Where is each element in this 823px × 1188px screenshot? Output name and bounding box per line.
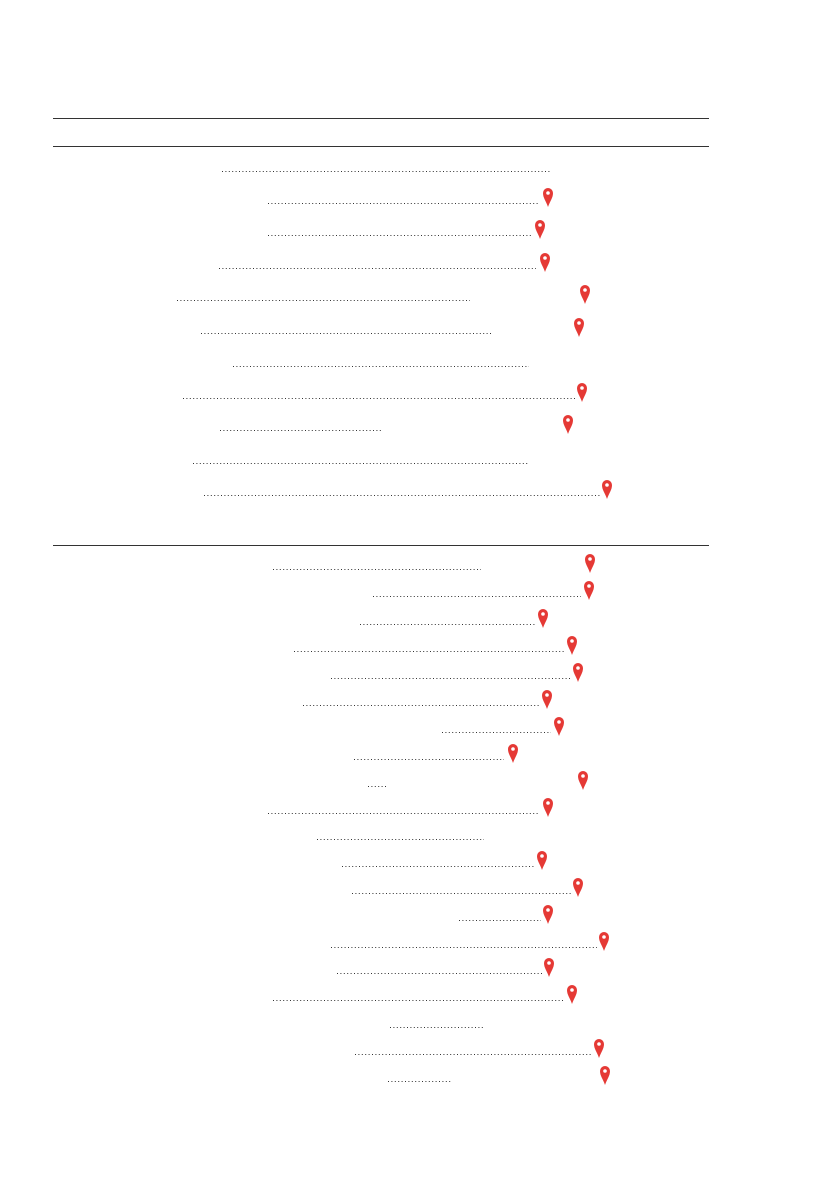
- map-pin: [567, 636, 577, 655]
- map-pin: [574, 318, 584, 337]
- map-pin-dot: [546, 191, 550, 195]
- map-pin-dot: [583, 288, 587, 292]
- map-pin-dot: [602, 935, 606, 939]
- map-pin-dot: [541, 612, 545, 616]
- map-pin-dot: [576, 666, 580, 670]
- map-pin: [584, 581, 594, 600]
- map-pin: [580, 285, 590, 304]
- map-pin-dot: [547, 961, 551, 965]
- map-pin: [538, 609, 548, 628]
- map-pin-dot: [580, 386, 584, 390]
- map-pin-dot: [587, 584, 591, 588]
- map-pin: [554, 717, 564, 736]
- map-pin-dot: [570, 988, 574, 992]
- map-pin: [543, 188, 553, 207]
- map-pin: [594, 1039, 604, 1058]
- map-pin: [573, 878, 583, 897]
- map-pin-dot: [603, 1069, 607, 1073]
- map-pin-dot: [570, 639, 574, 643]
- map-pin-dot: [581, 774, 585, 778]
- map-pin-dot: [538, 223, 542, 227]
- map-pin-dot: [540, 854, 544, 858]
- map-pin-dot: [576, 881, 580, 885]
- map-pin-dot: [577, 321, 581, 325]
- map-pin: [599, 932, 609, 951]
- map-pin-dot: [588, 557, 592, 561]
- map-pin: [602, 480, 612, 499]
- map-pin-dot: [605, 483, 609, 487]
- map-pin-dot: [557, 720, 561, 724]
- map-pin: [542, 690, 552, 709]
- map-pin-dot: [566, 418, 570, 422]
- map-pin: [540, 253, 550, 272]
- map-pin: [600, 1066, 610, 1085]
- map-pin: [543, 905, 553, 924]
- map-pin-dot: [546, 908, 550, 912]
- map-pin: [535, 220, 545, 239]
- map-pin: [573, 663, 583, 682]
- map-pin: [577, 383, 587, 402]
- map-pin: [578, 771, 588, 790]
- map-pin: [585, 554, 595, 573]
- map-pin: [544, 958, 554, 977]
- map-pin-dot: [545, 693, 549, 697]
- map-pin-dot: [597, 1042, 601, 1046]
- map-pin: [563, 415, 573, 434]
- map-pin-dot: [546, 801, 550, 805]
- map-pin-dot: [543, 256, 547, 260]
- map-pin-dot: [511, 747, 515, 751]
- map-pin: [543, 798, 553, 817]
- map-pin: [537, 851, 547, 870]
- map-pin: [567, 985, 577, 1004]
- map-pin: [508, 744, 518, 763]
